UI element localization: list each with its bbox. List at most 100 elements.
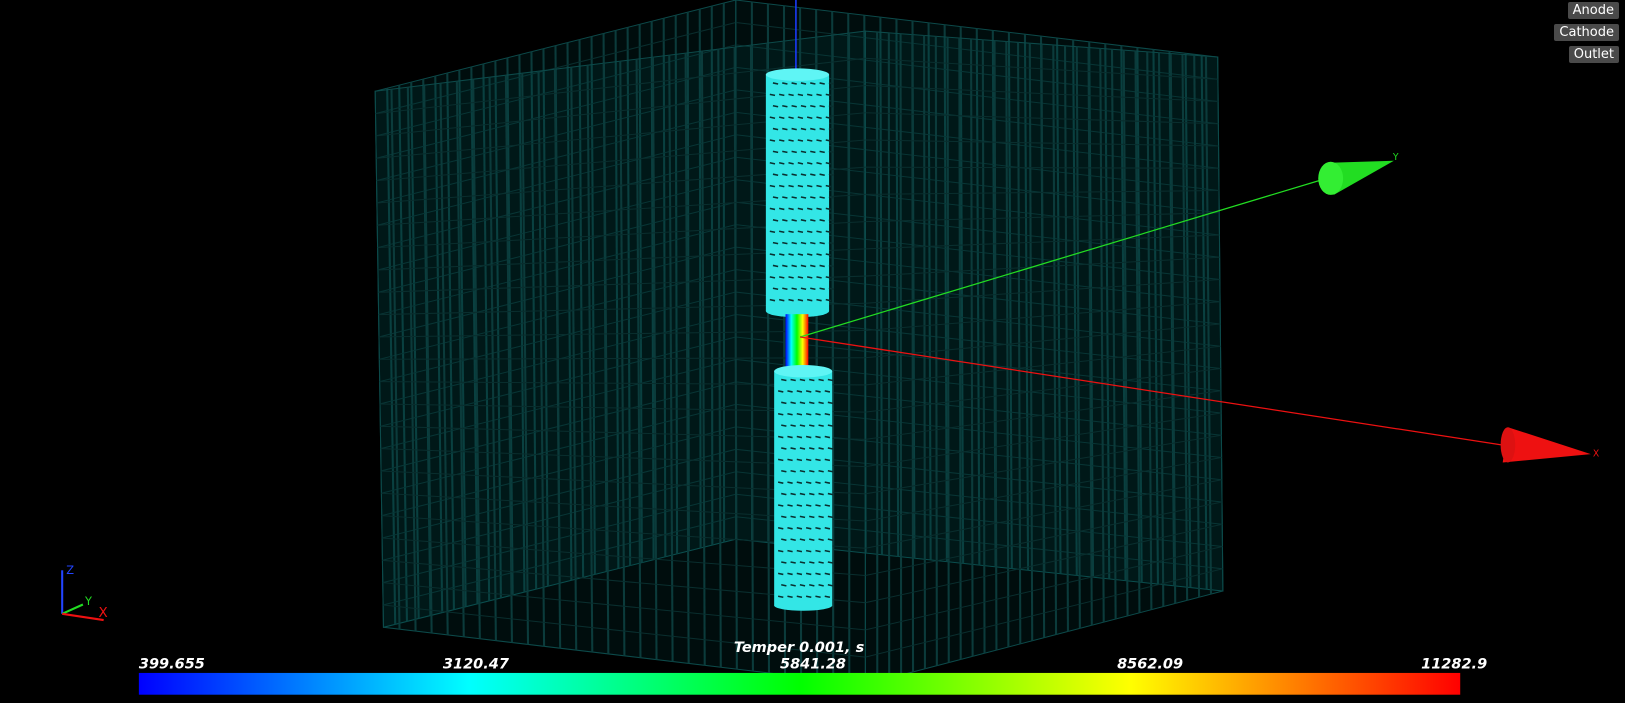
texture-mark [815, 504, 821, 507]
texture-mark [800, 150, 807, 154]
texture-mark [796, 549, 803, 553]
texture-mark [818, 378, 824, 382]
texture-mark [777, 481, 784, 484]
texture-mark [769, 184, 776, 188]
mesh-line [865, 546, 1223, 631]
texture-mark [782, 264, 788, 268]
texture-mark [772, 264, 779, 268]
texture-mark [788, 276, 794, 279]
texture-mark [791, 150, 797, 154]
texture-mark [815, 549, 821, 553]
texture-mark [797, 139, 804, 142]
texture-mark [769, 230, 776, 234]
texture-mark [788, 207, 794, 211]
texture-mark [828, 150, 835, 154]
texture-mark [825, 162, 832, 165]
texture-mark [824, 504, 831, 507]
texture-mark [772, 173, 779, 176]
texture-mark [828, 196, 835, 199]
texture-mark [797, 116, 804, 119]
mesh-line [865, 256, 1220, 277]
texture-mark [778, 116, 785, 119]
texture-mark [800, 82, 807, 85]
texture-mark [781, 469, 787, 473]
texture-mark [810, 264, 816, 268]
texture-mark [781, 492, 787, 496]
texture-mark [815, 481, 821, 484]
texture-mark [825, 230, 832, 234]
texture-mark [787, 435, 793, 439]
texture-mark [816, 253, 822, 256]
texture-mark [782, 287, 788, 291]
cathode-button[interactable]: Cathode [1554, 24, 1619, 41]
texture-mark [825, 207, 832, 211]
texture-mark [777, 572, 784, 576]
texture-mark [787, 595, 793, 599]
texture-mark [769, 276, 776, 279]
texture-mark [805, 549, 812, 553]
texture-mark [824, 572, 831, 576]
texture-mark [777, 504, 784, 507]
texture-mark [818, 424, 824, 427]
texture-mark [809, 469, 815, 473]
texture-mark [799, 492, 806, 496]
texture-mark [799, 447, 806, 450]
texture-mark [777, 527, 784, 530]
texture-mark [796, 390, 803, 393]
texture-mark [777, 595, 784, 599]
texture-mark [788, 298, 794, 302]
anode-button[interactable]: Anode [1567, 2, 1619, 19]
texture-mark [777, 458, 784, 462]
texture-mark [828, 264, 835, 268]
outlet-button[interactable]: Outlet [1568, 46, 1619, 63]
texture-mark [791, 241, 797, 245]
mesh-line [865, 139, 1219, 147]
texture-mark [790, 584, 796, 587]
texture-mark [806, 230, 813, 234]
texture-mark [778, 184, 785, 188]
mesh-line [382, 582, 866, 631]
mesh-line [375, 21, 736, 115]
texture-mark [805, 412, 812, 416]
texture-mark [777, 412, 784, 416]
texture-mark [787, 549, 793, 553]
texture-mark [769, 139, 776, 142]
texture-mark [799, 401, 806, 405]
texture-mark [815, 412, 821, 416]
texture-mark [815, 390, 821, 393]
mesh-line [865, 234, 1220, 250]
texture-mark [800, 104, 807, 108]
texture-mark [816, 93, 822, 97]
texture-mark [816, 162, 822, 165]
texture-mark [772, 196, 779, 199]
texture-mark [791, 287, 797, 291]
texture-mark [791, 196, 797, 199]
texture-mark [827, 584, 834, 587]
texture-mark [818, 447, 824, 450]
texture-mark [828, 241, 835, 245]
texture-mark [791, 264, 797, 268]
texture-mark [791, 82, 797, 85]
y-axis-arrow: Y [799, 152, 1399, 338]
texture-mark [797, 253, 804, 256]
texture-mark [782, 219, 788, 222]
texture-mark [806, 116, 813, 119]
texture-mark [806, 93, 813, 97]
texture-mark [800, 241, 807, 245]
texture-mark [806, 276, 813, 279]
texture-mark [790, 401, 796, 405]
texture-mark [799, 515, 806, 519]
texture-mark [827, 424, 834, 427]
texture-mark [781, 401, 787, 405]
texture-mark [805, 572, 812, 576]
texture-mark [799, 584, 806, 587]
colorbar-title: Temper 0.001, s [734, 640, 865, 656]
texture-mark [819, 264, 825, 268]
texture-mark [787, 572, 793, 576]
texture-mark [819, 219, 825, 222]
texture-mark [769, 253, 776, 256]
texture-mark [828, 219, 835, 222]
texture-mark [816, 207, 822, 211]
